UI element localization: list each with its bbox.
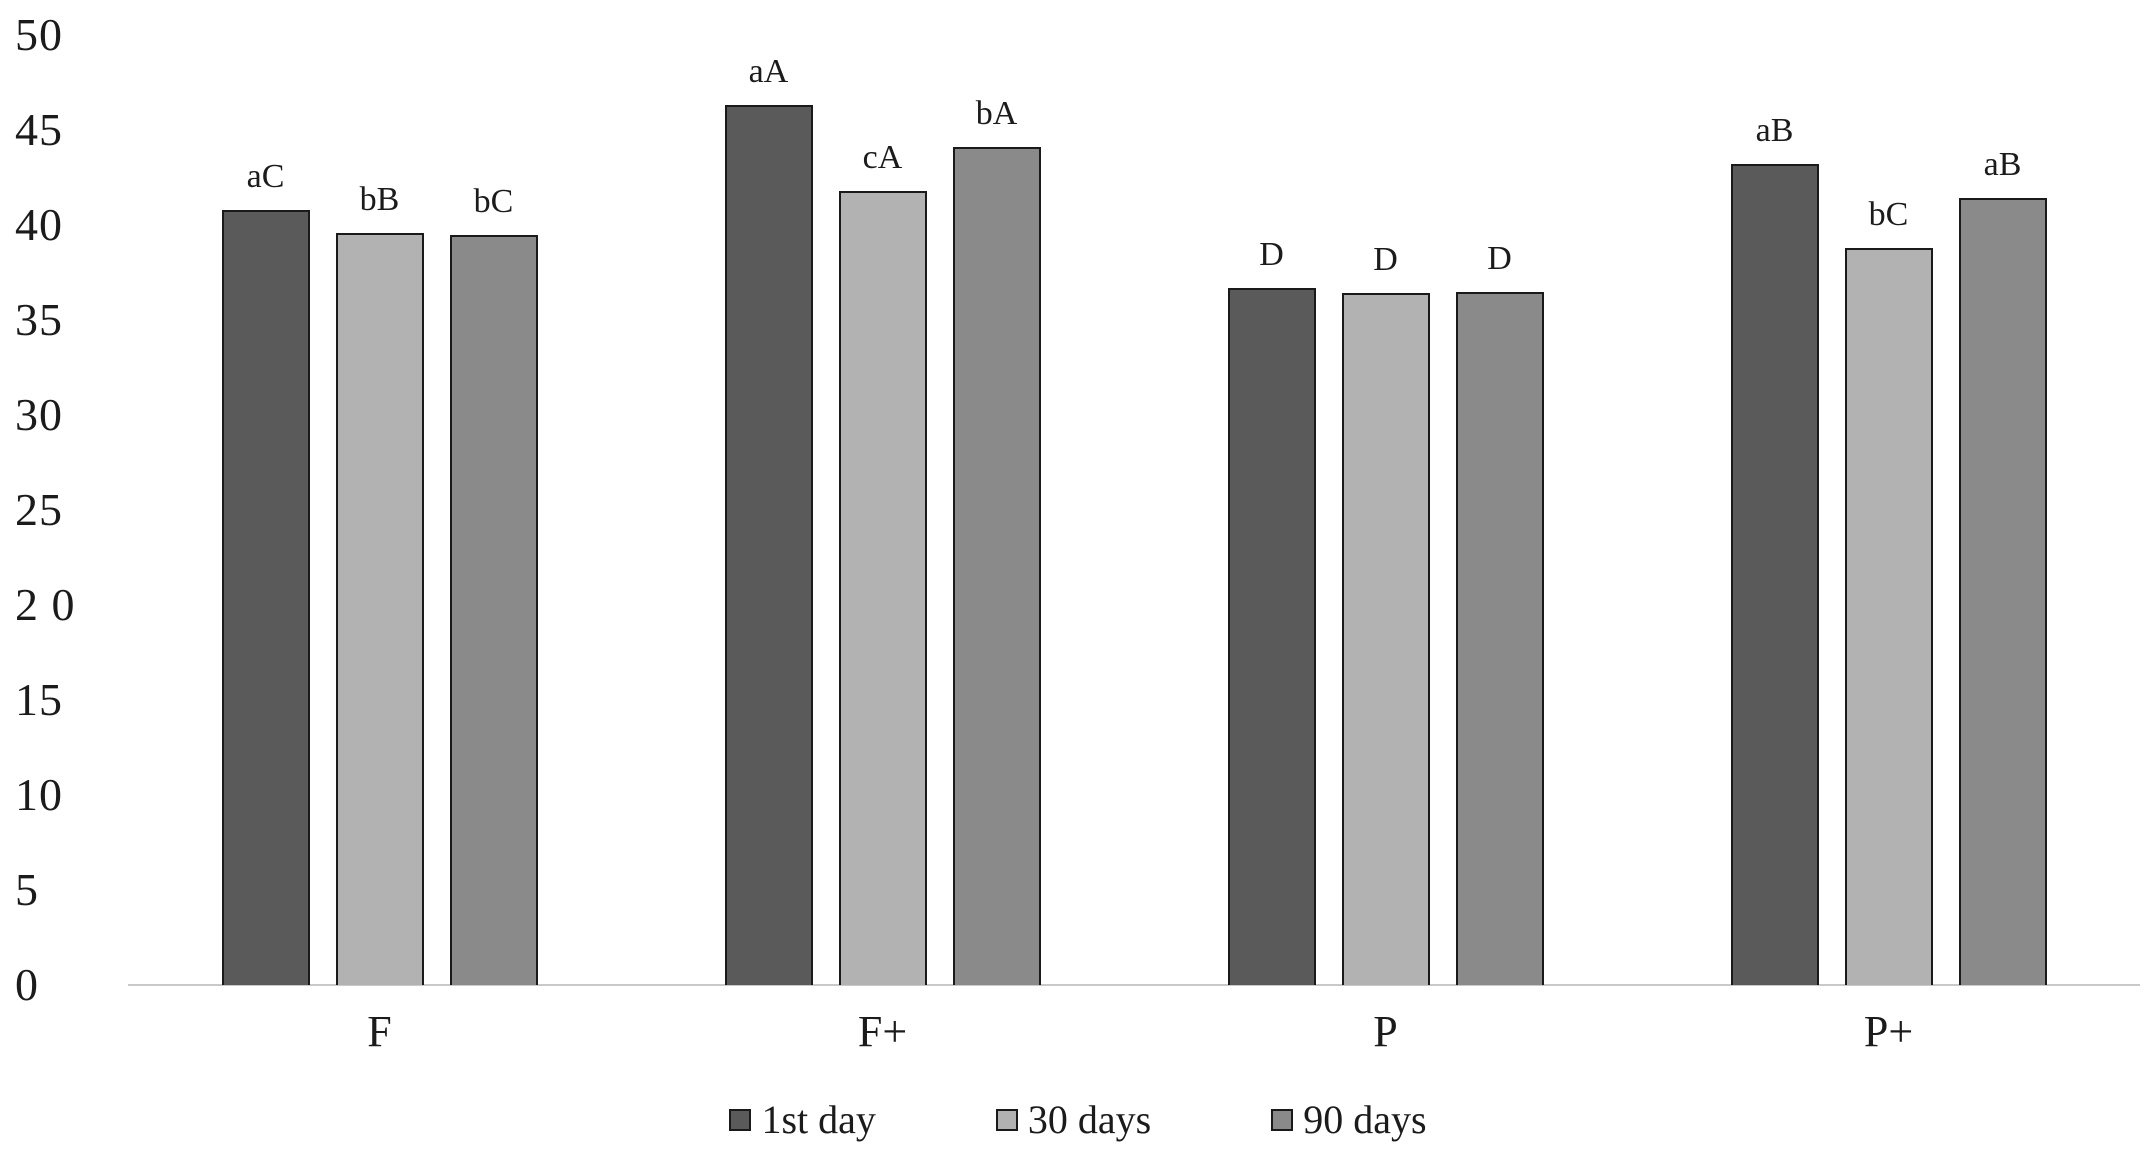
bar-F+-90-days <box>952 147 1041 985</box>
bar-label: bC <box>473 182 514 220</box>
bar-F+-1st-day <box>724 105 813 985</box>
bar-F+-30-days <box>838 190 927 985</box>
bar-F-90-days <box>449 234 538 985</box>
bar-label: bA <box>975 95 1018 133</box>
chart-legend: 1st day 30 days 90 days <box>0 1098 2156 1142</box>
bar-label: D <box>1259 235 1284 273</box>
ytick-label: 2 0 <box>15 579 76 630</box>
ytick-label: 50 <box>15 9 63 60</box>
legend-marker-icon <box>1271 1109 1294 1131</box>
bar-P-30-days <box>1341 293 1430 985</box>
legend-item-90-days: 90 days <box>1271 1097 1427 1142</box>
category-label-F: F <box>367 1007 392 1056</box>
ytick-label: 0 <box>15 959 39 1010</box>
legend-marker-icon <box>729 1109 752 1131</box>
bar-label: bC <box>1868 195 1909 233</box>
x-axis-line <box>128 984 2140 986</box>
ytick-label: 25 <box>15 484 63 535</box>
bar-label: D <box>1487 239 1512 277</box>
bar-P+-90-days <box>1958 198 2047 985</box>
bar-label: aB <box>1755 112 1794 150</box>
ytick-label: 35 <box>15 294 63 345</box>
bar-label: aC <box>246 157 285 195</box>
legend-item-1st-day: 1st day <box>729 1097 876 1142</box>
bar-P-90-days <box>1455 291 1544 985</box>
bar-P+-1st-day <box>1730 164 1819 985</box>
legend-marker-icon <box>995 1109 1018 1131</box>
bar-P+-30-days <box>1844 247 1933 985</box>
ytick-label: 45 <box>15 104 63 155</box>
bar-F-30-days <box>335 232 424 985</box>
bar-F-1st-day <box>221 209 310 985</box>
category-label-P+: P+ <box>1863 1007 1914 1056</box>
bar-P-1st-day <box>1227 287 1316 985</box>
ytick-label: 5 <box>15 864 39 915</box>
legend-label: 1st day <box>761 1097 876 1142</box>
ytick-label: 40 <box>15 199 63 250</box>
bar-label: aA <box>748 53 789 91</box>
category-label-F+: F+ <box>857 1007 908 1056</box>
ytick-label: 30 <box>15 389 63 440</box>
legend-item-30-days: 30 days <box>995 1097 1152 1142</box>
legend-label: 90 days <box>1303 1097 1427 1142</box>
category-label-P: P <box>1373 1007 1398 1056</box>
bar-label: cA <box>862 138 903 176</box>
bar-label: aB <box>1983 146 2022 184</box>
bar-label: bB <box>359 180 400 218</box>
ytick-label: 15 <box>15 674 63 725</box>
ytick-label: 10 <box>15 769 63 820</box>
bar-label: D <box>1373 241 1398 279</box>
legend-label: 30 days <box>1027 1097 1152 1142</box>
